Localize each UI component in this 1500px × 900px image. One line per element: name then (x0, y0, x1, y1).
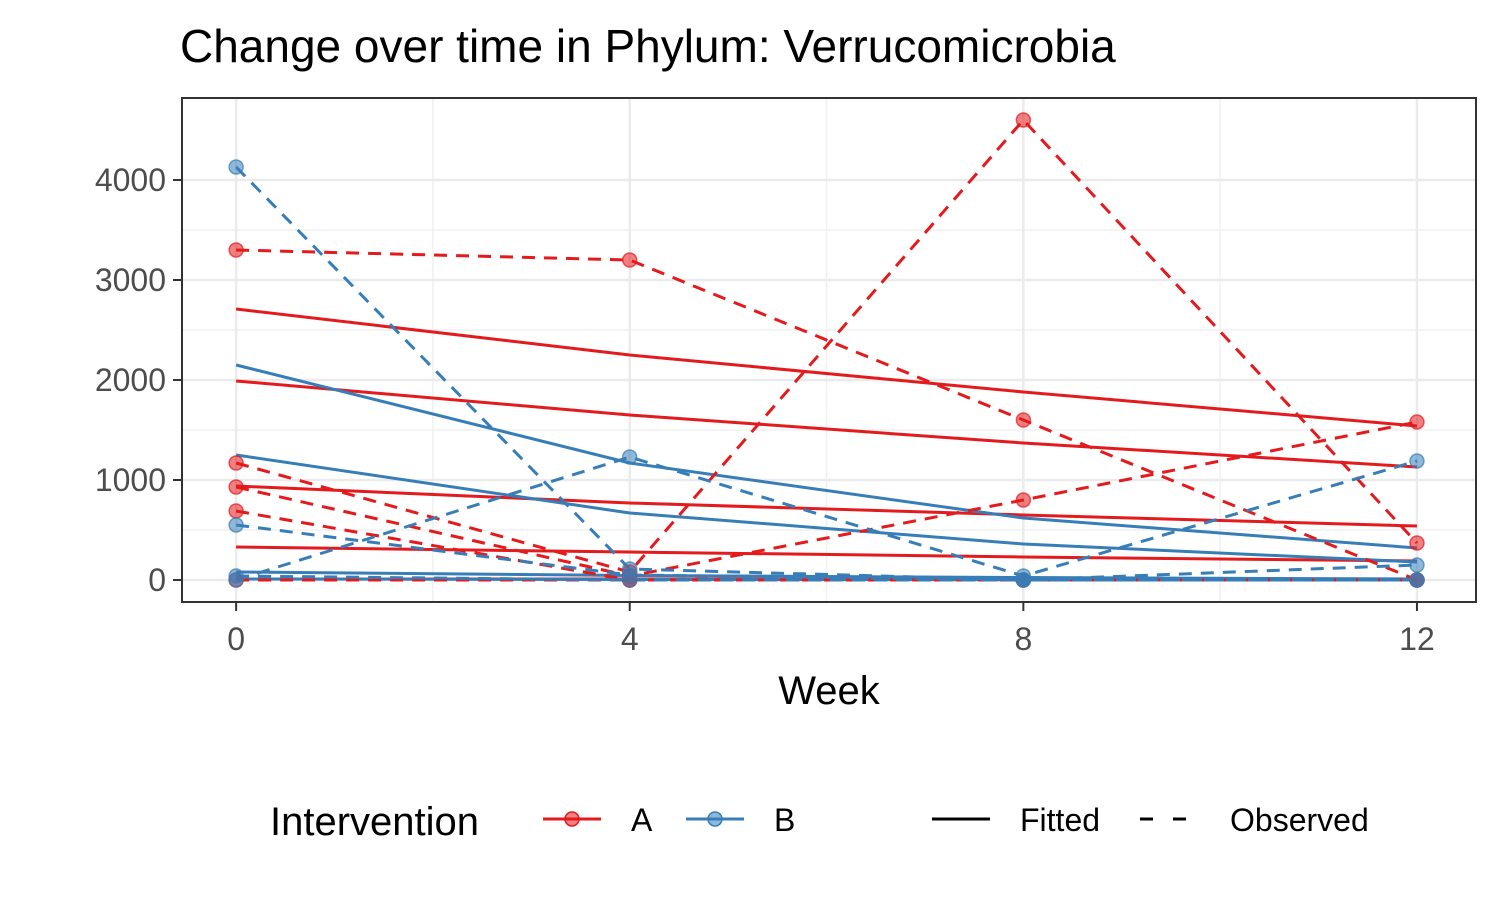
legend-label-fitted: Fitted (1020, 802, 1100, 838)
observed-point-a (1015, 112, 1032, 128)
x-tick-label: 12 (1399, 621, 1435, 657)
fitted-line-b (235, 453, 1418, 564)
x-tick-label: 0 (227, 621, 245, 657)
observed-point-b (621, 572, 638, 588)
observed-point-b (621, 449, 638, 465)
legend-label-observed: Observed (1230, 802, 1369, 838)
observed-point-a (228, 242, 244, 258)
legend-label-b: B (774, 802, 795, 838)
observed-point-b (1015, 572, 1032, 588)
legend: Intervention A B Fitted Observed (270, 800, 1369, 844)
legend-key-point-b (707, 811, 723, 827)
observed-point-b (1409, 572, 1425, 588)
observed-point-b (228, 568, 244, 584)
plot-panel-border (181, 97, 1477, 603)
fitted-line-b (235, 363, 1418, 550)
observed-point-a (228, 503, 244, 519)
fitted-line-a (236, 484, 1418, 528)
x-axis-label: Week (778, 669, 881, 713)
legend-key-point-a (564, 811, 580, 827)
legend-title: Intervention (270, 800, 479, 844)
observed-point-a (1015, 492, 1032, 508)
grid-layer (182, 98, 1476, 602)
observed-point-b (1409, 557, 1425, 573)
axis-layer: 0 4 8 12 0 1000 2000 3000 4000 (95, 162, 1435, 657)
legend-label-a: A (631, 802, 653, 838)
observed-point-a (228, 455, 244, 471)
chart-title: Change over time in Phylum: Verrucomicro… (180, 20, 1116, 72)
x-tick-label: 8 (1014, 621, 1032, 657)
y-tick-label: 0 (148, 562, 166, 598)
observed-point-a (1015, 412, 1032, 428)
y-tick-label: 3000 (95, 262, 166, 298)
x-tick-label: 4 (621, 621, 639, 657)
observed-line-b (235, 523, 1418, 582)
observed-point-a (1409, 535, 1425, 551)
y-tick-label: 4000 (95, 162, 166, 198)
observed-line-a (236, 248, 1418, 582)
fitted-line-a (235, 307, 1418, 428)
observed-point-a (621, 252, 638, 268)
observed-line-b (235, 165, 1417, 582)
observed-point-b (1409, 453, 1425, 469)
observed-line-a (235, 420, 1418, 578)
fitted-line-b (236, 570, 1417, 581)
fitted-line-a (235, 379, 1418, 469)
observed-point-a (228, 479, 244, 495)
observed-point-b (228, 159, 244, 175)
observed-line-b (235, 455, 1418, 582)
y-tick-label: 2000 (95, 362, 166, 398)
observed-point-a (1409, 414, 1425, 430)
series-layer (228, 112, 1425, 588)
y-tick-label: 1000 (95, 462, 166, 498)
legend-entries: A B Fitted Observed (543, 802, 1369, 838)
observed-point-b (228, 517, 244, 533)
